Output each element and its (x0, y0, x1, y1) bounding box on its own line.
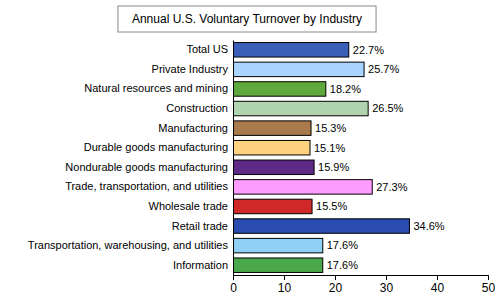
x-tick-label: 30 (380, 281, 394, 295)
x-tick-mark (284, 275, 285, 280)
bar (233, 160, 314, 174)
y-tick-label: Nondurable goods manufacturing (65, 161, 228, 173)
y-tick-label: Retail trade (172, 220, 228, 232)
bar (233, 121, 311, 135)
bar (233, 180, 372, 194)
y-tick: Information (173, 259, 233, 271)
y-tick: Nondurable goods manufacturing (65, 161, 233, 173)
x-tick: 40 (431, 275, 445, 295)
y-tick-label: Transportation, warehousing, and utiliti… (28, 239, 229, 251)
x-tick: 0 (230, 275, 237, 295)
data-label: 15.5% (316, 200, 347, 212)
data-label: 22.7% (353, 44, 384, 56)
x-tick: 30 (380, 275, 394, 295)
data-label: 17.6% (327, 259, 358, 271)
y-tick-label: Total US (186, 43, 228, 55)
data-label: 27.3% (376, 181, 407, 193)
y-tick: Retail trade (172, 220, 233, 232)
x-tick: 20 (329, 275, 343, 295)
data-label: 15.9% (318, 161, 349, 173)
bars (233, 43, 409, 273)
y-tick-label: Manufacturing (158, 122, 228, 134)
y-tick: Natural resources and mining (84, 82, 233, 94)
x-tick-mark (437, 275, 438, 280)
plot: 22.7% 25.7% 18.2% 26.5% 15.3% 15.1% 15.9% 27.3%… (28, 41, 496, 295)
x-tick-mark (335, 275, 336, 280)
y-tick: Total US (186, 43, 233, 55)
x-axis-line (234, 276, 489, 281)
bar (233, 43, 349, 57)
y-tick: Construction (166, 102, 233, 114)
x-tick-mark (488, 275, 489, 280)
y-axis-line (233, 41, 234, 276)
data-labels: 22.7% 25.7% 18.2% 26.5% 15.3% 15.1% 15.9% 27.3%… (314, 44, 445, 271)
y-tick: Private Industry (152, 63, 233, 75)
x-tick-mark (386, 275, 387, 280)
bar (233, 238, 323, 252)
bar (233, 258, 323, 272)
chart: Annual U.S. Voluntary Turnover by Indust… (0, 0, 500, 300)
data-label: 25.7% (368, 63, 399, 75)
x-tick: 50 (482, 275, 496, 295)
bar (233, 82, 326, 96)
x-tick-label: 0 (230, 281, 237, 295)
x-tick-label: 10 (278, 281, 292, 295)
x-tick-mark (233, 275, 234, 280)
data-label: 34.6% (413, 220, 444, 232)
x-tick-label: 50 (482, 281, 496, 295)
data-label: 17.6% (327, 239, 358, 251)
bar (233, 199, 312, 213)
y-tick: Manufacturing (158, 122, 233, 134)
y-tick-label: Trade, transportation, and utilities (65, 180, 228, 192)
y-tick-label: Information (173, 259, 228, 271)
y-tick-label: Natural resources and mining (84, 82, 228, 94)
title: Annual U.S. Voluntary Turnover by Indust… (132, 12, 362, 26)
y-tick: Trade, transportation, and utilities (65, 180, 233, 192)
y-tick-label: Wholesale trade (149, 200, 229, 212)
bar (233, 101, 368, 115)
data-label: 26.5% (372, 102, 403, 114)
y-tick-label: Private Industry (152, 63, 229, 75)
x-axis: 0 10 20 30 40 50 (230, 275, 495, 295)
data-label: 18.2% (330, 83, 361, 95)
y-tick-label: Construction (166, 102, 228, 114)
bar (233, 219, 409, 233)
x-tick: 10 (278, 275, 292, 295)
x-tick-label: 20 (329, 281, 343, 295)
y-tick-label: Durable goods manufacturing (84, 141, 228, 153)
title-box: Annual U.S. Voluntary Turnover by Indust… (118, 6, 376, 32)
bar (233, 62, 364, 76)
y-tick: Transportation, warehousing, and utiliti… (28, 239, 233, 251)
y-axis: Total US Private Industry Natural resource… (28, 41, 234, 276)
title-frame (118, 6, 376, 32)
y-tick: Durable goods manufacturing (84, 141, 233, 153)
data-label: 15.3% (315, 122, 346, 134)
x-tick-label: 40 (431, 281, 445, 295)
data-label: 15.1% (314, 142, 345, 154)
y-tick: Wholesale trade (149, 200, 234, 212)
bar (233, 140, 310, 154)
